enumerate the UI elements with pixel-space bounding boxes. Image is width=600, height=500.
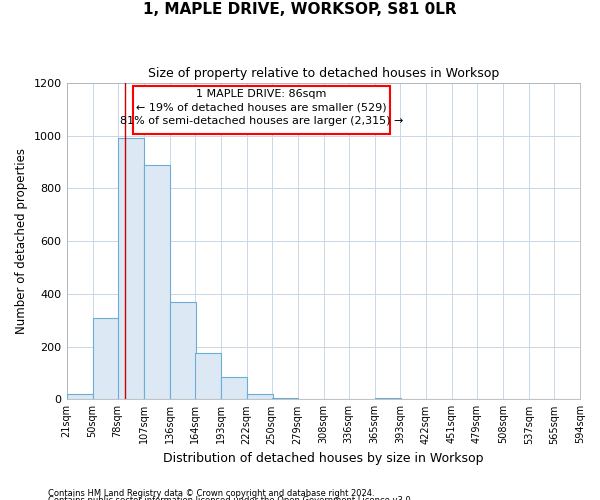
Y-axis label: Number of detached properties: Number of detached properties [15, 148, 28, 334]
Bar [247, 394, 272, 400]
Bar [118, 138, 143, 400]
Bar [194, 353, 221, 400]
Text: 1 MAPLE DRIVE: 86sqm: 1 MAPLE DRIVE: 86sqm [196, 90, 327, 100]
Bar [67, 394, 92, 400]
Text: 81% of semi-detached houses are larger (2,315) →: 81% of semi-detached houses are larger (… [120, 116, 403, 126]
Title: Size of property relative to detached houses in Worksop: Size of property relative to detached ho… [148, 68, 499, 80]
Bar [221, 377, 247, 400]
Text: Contains public sector information licensed under the Open Government Licence v3: Contains public sector information licen… [48, 496, 413, 500]
Bar [375, 398, 401, 400]
FancyBboxPatch shape [133, 86, 390, 134]
Bar [143, 165, 170, 400]
Bar [170, 302, 196, 400]
X-axis label: Distribution of detached houses by size in Worksop: Distribution of detached houses by size … [163, 452, 484, 465]
Text: ← 19% of detached houses are smaller (529): ← 19% of detached houses are smaller (52… [136, 103, 387, 113]
Bar [92, 318, 119, 400]
Text: Contains HM Land Registry data © Crown copyright and database right 2024.: Contains HM Land Registry data © Crown c… [48, 488, 374, 498]
Text: 1, MAPLE DRIVE, WORKSOP, S81 0LR: 1, MAPLE DRIVE, WORKSOP, S81 0LR [143, 2, 457, 18]
Bar [272, 398, 298, 400]
